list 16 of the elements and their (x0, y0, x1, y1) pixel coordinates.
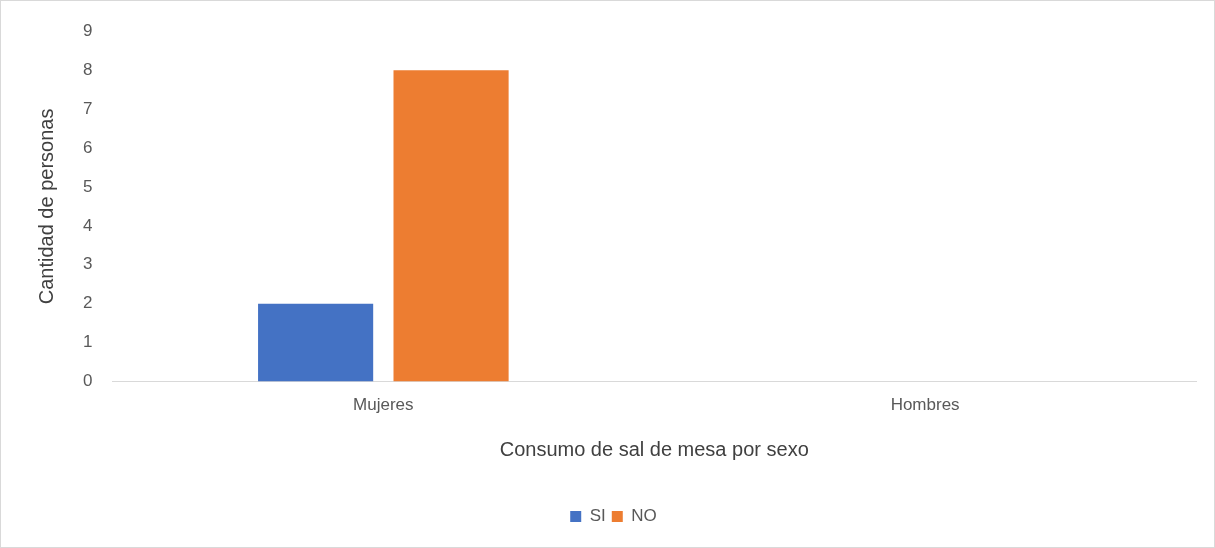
y-tick-label: 7 (82, 98, 93, 118)
legend-label: SI (589, 506, 606, 526)
y-tick-label: 4 (82, 215, 93, 235)
x-tick-label: Mujeres (353, 395, 414, 415)
y-tick-label: 0 (82, 371, 93, 391)
legend-label: NO (631, 506, 657, 526)
y-tick-label: 9 (82, 20, 93, 40)
y-tick-label: 6 (82, 137, 93, 157)
x-axis-title: Consumo de sal de mesa por sexo (499, 437, 809, 460)
y-tick-label: 1 (82, 332, 93, 352)
y-tick-label: 3 (82, 254, 93, 274)
x-tick-label: Hombres (890, 395, 960, 415)
y-axis-title: Cantidad de personas (34, 108, 57, 305)
y-tick-label: 5 (82, 176, 93, 196)
y-tick-label: 8 (82, 59, 93, 79)
y-tick-label: 2 (82, 293, 93, 313)
